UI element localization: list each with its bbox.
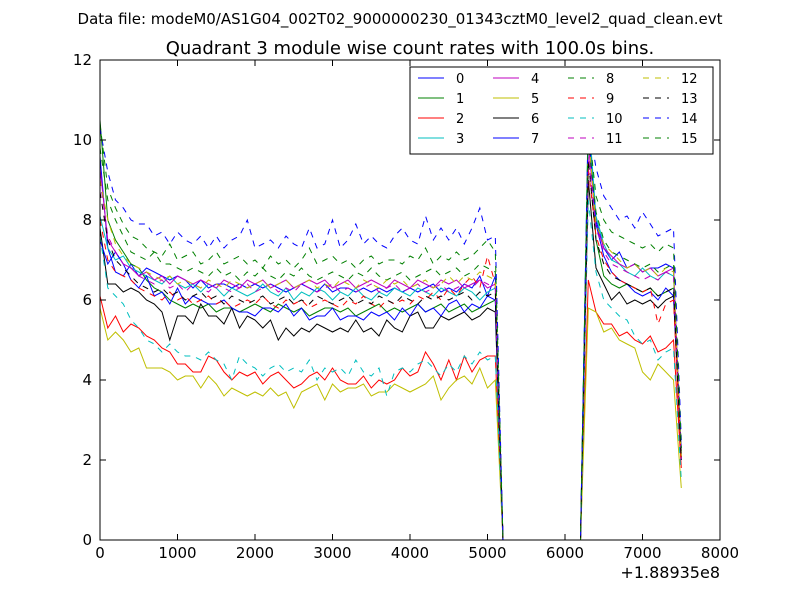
y-tick-label: 4 — [82, 371, 92, 389]
series-line-6 — [99, 179, 682, 541]
series-line-5 — [99, 307, 682, 541]
legend-label-2: 2 — [456, 112, 464, 127]
x-tick-label: 1000 — [158, 544, 196, 562]
series-line-2 — [99, 279, 682, 541]
x-offset-label: +1.88935e8 — [620, 563, 720, 582]
x-tick-label: 3000 — [313, 544, 351, 562]
series-line-1 — [99, 115, 682, 541]
legend-label-10: 10 — [606, 112, 623, 127]
legend-label-6: 6 — [531, 112, 539, 127]
x-tick-label: 0 — [95, 544, 105, 562]
series-layer — [99, 111, 682, 541]
legend-label-4: 4 — [531, 72, 539, 87]
legend-label-13: 13 — [681, 92, 698, 107]
y-tick-label: 2 — [82, 451, 92, 469]
series-line-15 — [99, 123, 682, 541]
legend-label-15: 15 — [681, 132, 698, 147]
y-tick-label: 0 — [82, 531, 92, 549]
legend-box — [409, 66, 714, 155]
legend-label-5: 5 — [531, 92, 539, 107]
x-tick-label: 7000 — [623, 544, 661, 562]
legend-label-12: 12 — [681, 72, 698, 87]
series-line-10 — [99, 199, 682, 541]
chart-title: Quadrant 3 module wise count rates with … — [166, 38, 655, 59]
legend-label-1: 1 — [456, 92, 464, 107]
x-tick-label: 5000 — [468, 544, 506, 562]
legend-label-9: 9 — [606, 92, 614, 107]
data-file-label: Data file: modeM0/AS1G04_002T02_90000002… — [78, 10, 723, 29]
x-tick-label: 4000 — [391, 544, 429, 562]
series-line-11 — [99, 155, 682, 541]
legend-label-14: 14 — [681, 112, 698, 127]
y-tick-label: 8 — [82, 211, 92, 229]
x-tick-label: 8000 — [701, 544, 739, 562]
legend-label-3: 3 — [456, 132, 464, 147]
series-line-14 — [99, 119, 682, 541]
legend-label-8: 8 — [606, 72, 614, 87]
x-tick-label: 2000 — [236, 544, 274, 562]
x-tick-label: 6000 — [546, 544, 584, 562]
series-line-13 — [99, 159, 682, 541]
y-tick-label: 10 — [73, 131, 92, 149]
legend-label-7: 7 — [531, 132, 539, 147]
legend-label-11: 11 — [606, 132, 623, 147]
axis-ticks: 0 1000 2000 3000 4000 5000 6000 7000 80000246810… — [73, 51, 739, 562]
legend-label-0: 0 — [456, 72, 464, 87]
y-tick-label: 6 — [82, 291, 92, 309]
y-tick-label: 12 — [73, 51, 92, 69]
series-line-8 — [99, 139, 682, 541]
